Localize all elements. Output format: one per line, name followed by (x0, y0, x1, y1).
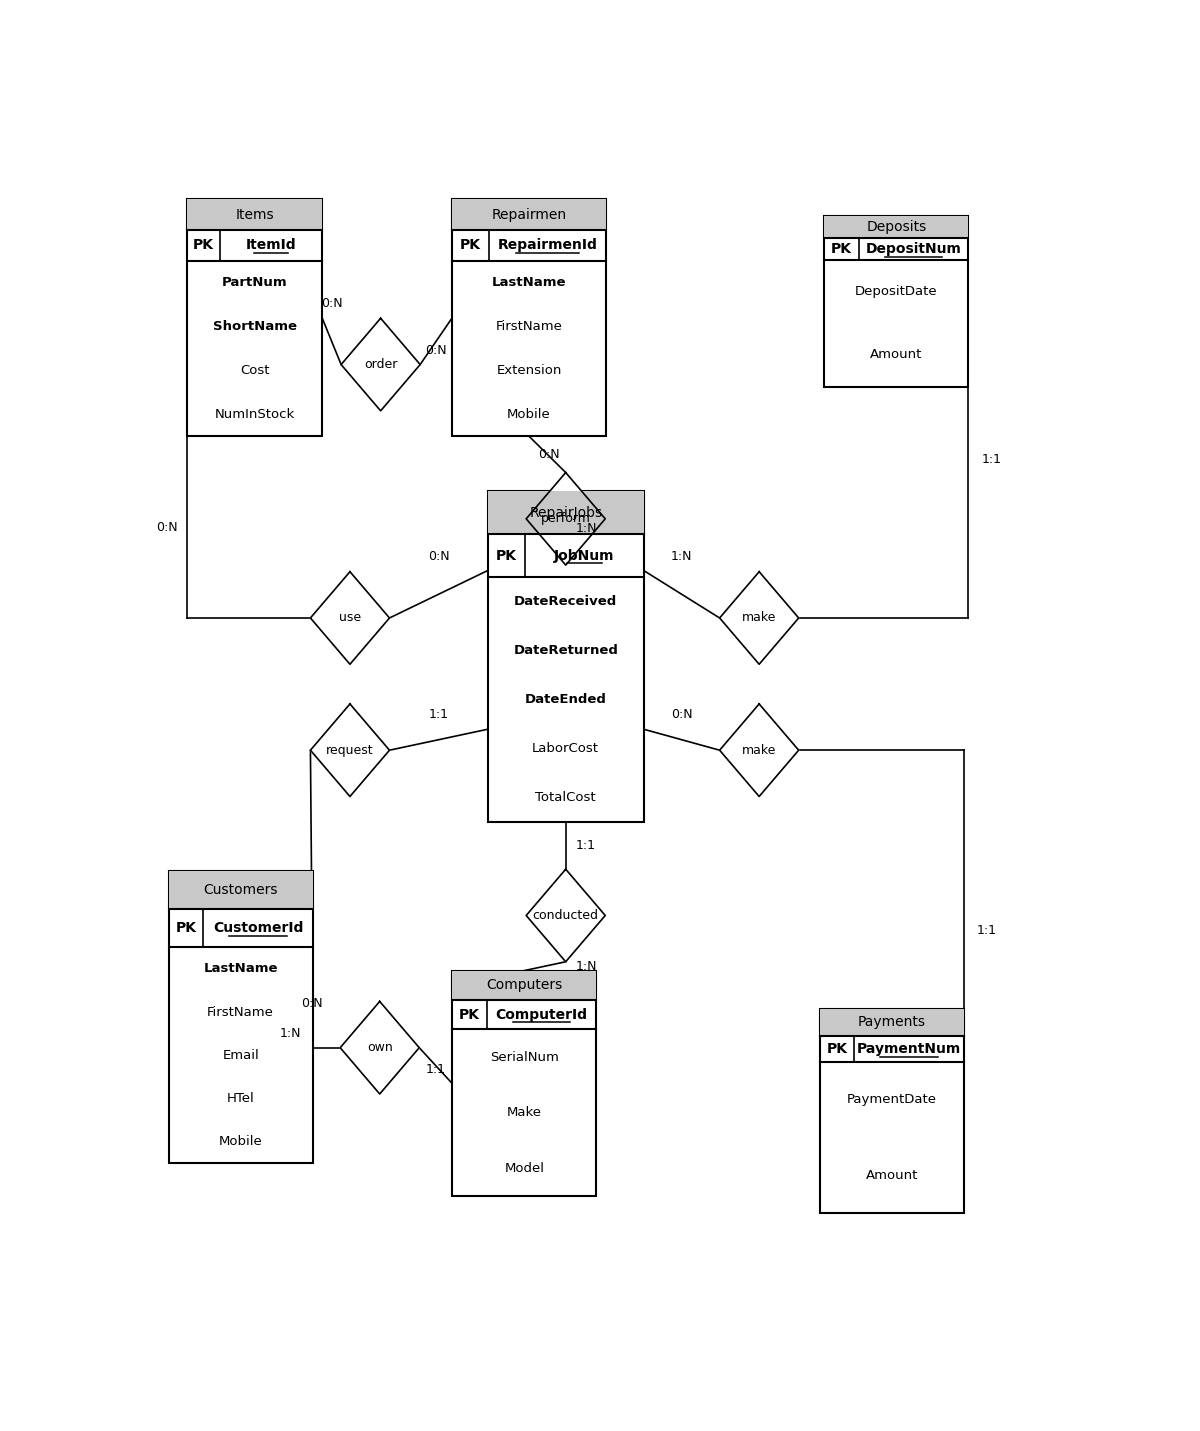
Text: 0:N: 0:N (427, 550, 449, 562)
Text: PaymentDate: PaymentDate (847, 1093, 937, 1106)
Text: CustomerId: CustomerId (212, 922, 304, 936)
Text: make: make (742, 611, 776, 624)
Text: 1:N: 1:N (576, 522, 596, 535)
Text: NumInStock: NumInStock (215, 408, 295, 421)
Text: LastName: LastName (204, 963, 278, 976)
Text: PK: PK (827, 1042, 847, 1056)
Text: RepairmenId: RepairmenId (498, 239, 598, 252)
Bar (168, 871, 313, 1163)
Text: PartNum: PartNum (222, 276, 288, 289)
Bar (452, 199, 606, 436)
Polygon shape (720, 572, 799, 664)
Text: conducted: conducted (533, 909, 599, 922)
Bar (824, 216, 968, 238)
Text: perform: perform (541, 512, 590, 525)
Text: Email: Email (222, 1049, 259, 1062)
Text: use: use (338, 611, 361, 624)
Text: Extension: Extension (497, 363, 562, 376)
Text: own: own (367, 1042, 392, 1055)
Polygon shape (340, 1002, 419, 1093)
Bar (824, 216, 968, 386)
Text: Payments: Payments (858, 1016, 925, 1029)
Text: LaborCost: LaborCost (533, 741, 599, 756)
Text: Items: Items (235, 207, 274, 222)
Bar (820, 1009, 964, 1213)
Text: PK: PK (175, 922, 197, 936)
Text: TotalCost: TotalCost (535, 791, 596, 804)
Bar (187, 199, 322, 230)
Text: Computers: Computers (486, 979, 563, 992)
Text: 1:1: 1:1 (576, 839, 596, 851)
Text: 0:N: 0:N (320, 296, 342, 311)
Text: Model: Model (504, 1162, 545, 1175)
Text: DateReturned: DateReturned (514, 644, 618, 657)
Text: make: make (742, 744, 776, 757)
Text: Amount: Amount (865, 1169, 918, 1182)
Text: Mobile: Mobile (218, 1135, 263, 1148)
Text: Cost: Cost (240, 363, 269, 376)
Text: 1:N: 1:N (671, 550, 692, 562)
Polygon shape (720, 704, 799, 797)
Text: 0:N: 0:N (301, 996, 323, 1010)
Text: 1:N: 1:N (576, 960, 596, 973)
Text: ComputerId: ComputerId (496, 1007, 588, 1022)
Bar (487, 491, 644, 821)
Text: 1:N: 1:N (280, 1027, 301, 1040)
Text: request: request (326, 744, 373, 757)
Text: Deposits: Deposits (866, 220, 926, 233)
Polygon shape (526, 472, 605, 565)
Bar (168, 871, 313, 909)
Text: HTel: HTel (227, 1092, 254, 1105)
Polygon shape (526, 869, 605, 962)
Bar (487, 491, 644, 534)
Text: RepairJobs: RepairJobs (529, 505, 602, 519)
Text: 1:1: 1:1 (426, 1063, 445, 1076)
Text: JobNum: JobNum (554, 548, 614, 562)
Bar (187, 199, 322, 436)
Text: DateReceived: DateReceived (514, 595, 617, 608)
Bar (452, 199, 606, 230)
Polygon shape (341, 318, 420, 411)
Bar (820, 1009, 964, 1036)
Text: DepositDate: DepositDate (856, 285, 937, 298)
Text: 0:N: 0:N (425, 343, 448, 356)
Text: LastName: LastName (492, 276, 566, 289)
Bar (452, 970, 596, 1196)
Text: 0:N: 0:N (671, 708, 692, 721)
Text: ShortName: ShortName (212, 321, 296, 333)
Text: PK: PK (193, 239, 214, 252)
Text: SerialNum: SerialNum (490, 1050, 559, 1063)
Text: 1:1: 1:1 (977, 924, 997, 937)
Text: order: order (364, 358, 397, 371)
Text: PK: PK (460, 1007, 480, 1022)
Text: PK: PK (460, 239, 481, 252)
Polygon shape (311, 572, 390, 664)
Text: DepositNum: DepositNum (865, 242, 961, 256)
Polygon shape (311, 704, 390, 797)
Text: PK: PK (496, 548, 517, 562)
Text: FirstName: FirstName (496, 321, 563, 333)
Text: Customers: Customers (204, 883, 278, 897)
Text: FirstName: FirstName (208, 1006, 274, 1019)
Text: Repairmen: Repairmen (492, 207, 566, 222)
Text: PK: PK (832, 242, 852, 256)
Text: ItemId: ItemId (246, 239, 296, 252)
Text: 0:N: 0:N (156, 521, 178, 534)
Bar (452, 970, 596, 1000)
Text: Mobile: Mobile (508, 408, 551, 421)
Text: 1:1: 1:1 (982, 454, 1002, 467)
Text: 1:1: 1:1 (428, 708, 449, 721)
Text: Make: Make (506, 1106, 542, 1119)
Text: 0:N: 0:N (539, 448, 560, 461)
Text: DateEnded: DateEnded (524, 693, 607, 705)
Text: PaymentNum: PaymentNum (857, 1042, 961, 1056)
Text: Amount: Amount (870, 349, 923, 362)
